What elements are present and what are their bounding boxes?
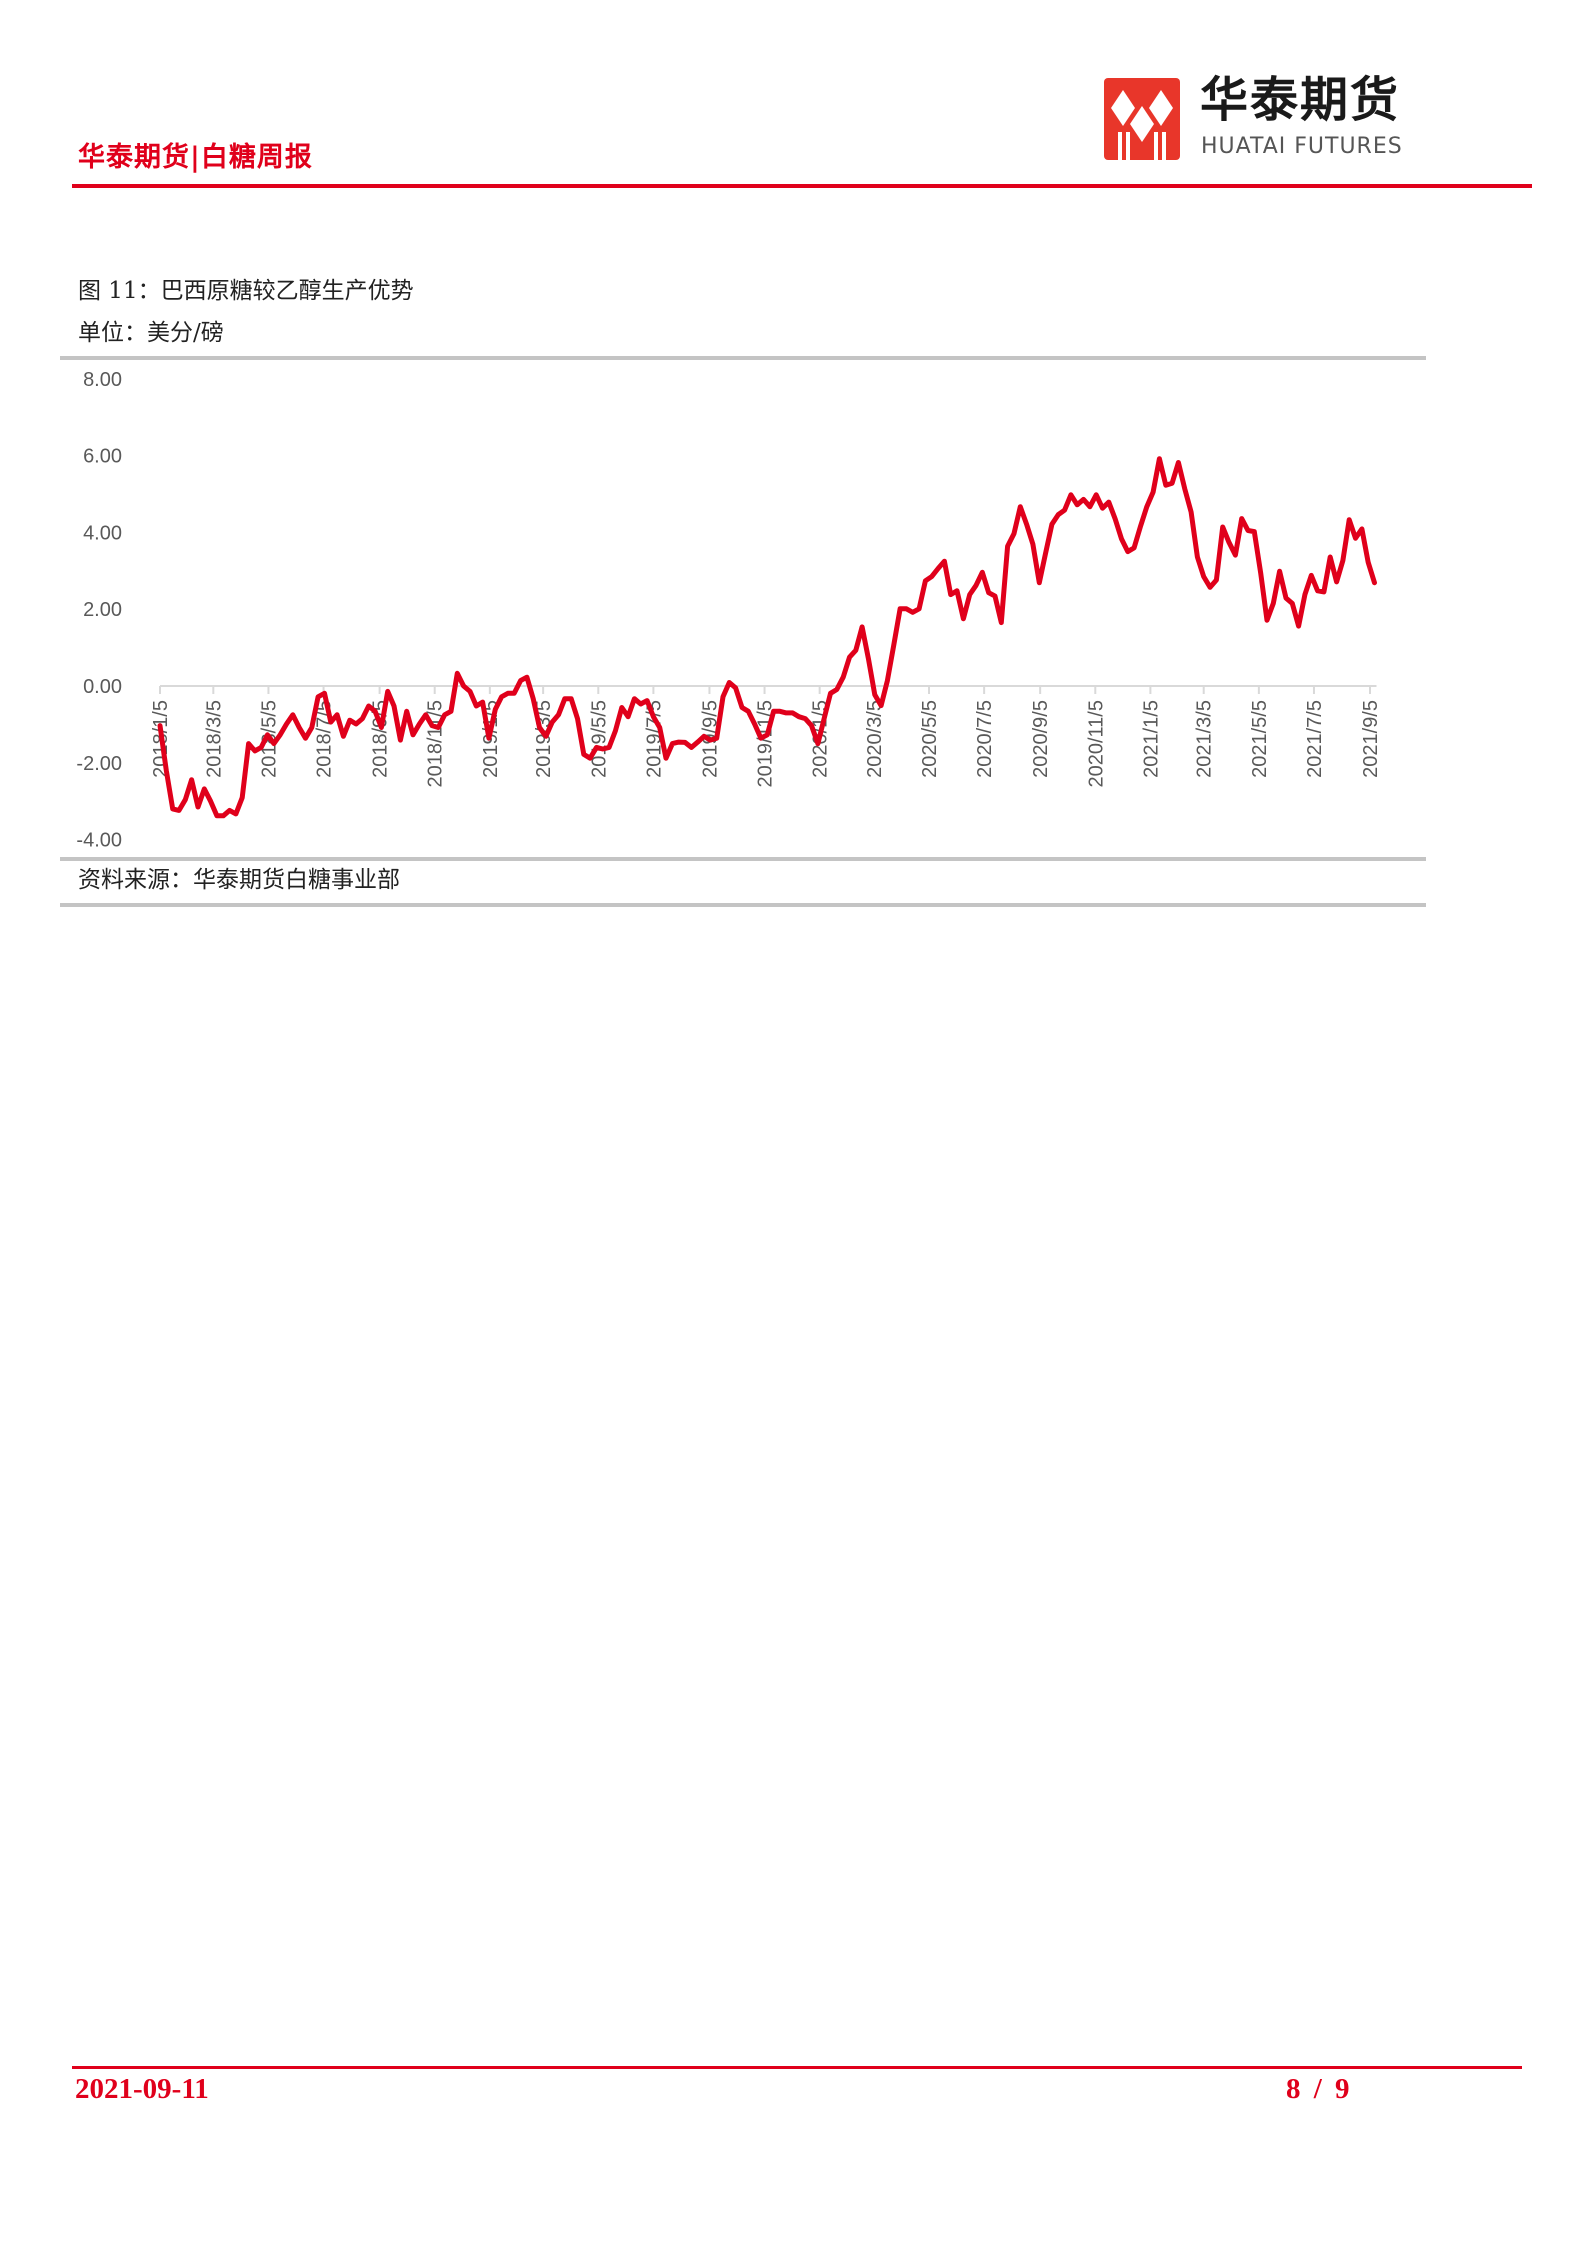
x-tick-label: 2021/9/5 — [1360, 700, 1382, 778]
figure-unit: 单位：美分/磅 — [78, 320, 224, 346]
y-tick-label: 2.00 — [83, 599, 122, 621]
x-tick-label: 2018/9/5 — [370, 700, 392, 778]
x-tick-label: 2021/3/5 — [1194, 700, 1216, 778]
x-tick-label: 2021/7/5 — [1304, 700, 1326, 778]
x-tick-label: 2021/5/5 — [1249, 700, 1271, 778]
x-tick-label: 2020/11/5 — [1085, 700, 1107, 788]
footer-divider — [72, 2066, 1522, 2069]
huatai-logo-icon — [1104, 78, 1180, 160]
figure-mid-rule — [60, 857, 1426, 861]
y-tick-label: 6.00 — [83, 446, 122, 468]
footer-date: 2021-09-11 — [75, 2073, 209, 2105]
logo-text-cn: 华泰期货 — [1200, 72, 1401, 128]
series-line — [157, 456, 1377, 819]
y-tick-label: 8.00 — [83, 369, 122, 391]
y-tick-label: 4.00 — [83, 522, 122, 544]
y-tick-label: -4.00 — [76, 830, 122, 852]
figure-bottom-rule — [60, 903, 1426, 907]
y-tick-label: 0.00 — [83, 676, 122, 698]
x-tick-label: 2020/5/5 — [919, 700, 941, 778]
figure-title: 图 11：巴西原糖较乙醇生产优势 — [78, 278, 414, 304]
x-tick-label: 2020/7/5 — [974, 700, 996, 778]
logo-text-en: HUATAI FUTURES — [1201, 134, 1403, 159]
x-tick-label: 2019/5/5 — [588, 700, 610, 778]
x-tick-label: 2021/1/5 — [1140, 700, 1162, 778]
figure-top-rule — [60, 356, 1426, 360]
page-number: 8 / 9 — [1286, 2073, 1350, 2105]
header-divider — [72, 184, 1532, 188]
figure-source: 资料来源：华泰期货白糖事业部 — [78, 867, 400, 893]
report-header-title: 华泰期货|白糖周报 — [78, 142, 313, 173]
y-tick-label: -2.00 — [76, 753, 122, 775]
x-tick-label: 2018/3/5 — [203, 700, 225, 778]
x-tick-label: 2020/3/5 — [864, 700, 886, 778]
x-tick-label: 2019/7/5 — [643, 700, 665, 778]
line-chart: 8.006.004.002.000.00-2.00-4.00 2018/1/5 2… — [76, 369, 1382, 852]
x-tick-label: 2020/9/5 — [1030, 700, 1052, 778]
